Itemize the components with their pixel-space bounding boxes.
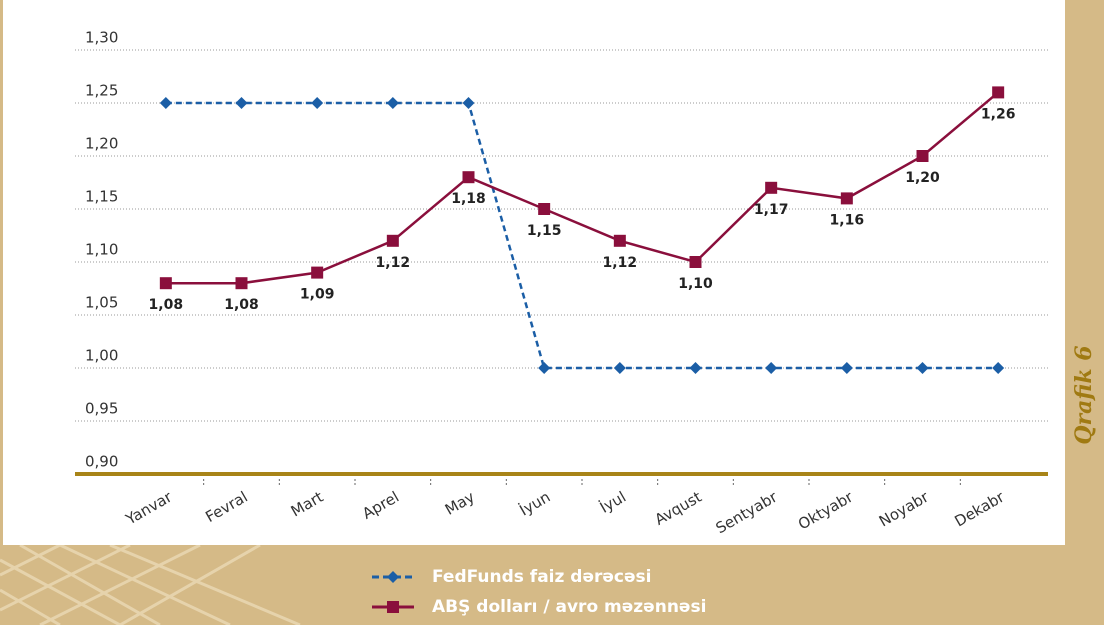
y-tick-label: 1,05 xyxy=(85,294,118,312)
plot-panel xyxy=(3,0,1065,545)
y-tick-label: 1,25 xyxy=(85,82,118,100)
y-tick-label: 0,90 xyxy=(85,453,118,471)
figure-label: Qrafik 6 xyxy=(1071,345,1097,444)
legend-label: ABŞ dolları / avro məzənnəsi xyxy=(432,597,706,617)
point xyxy=(311,267,323,279)
point xyxy=(463,171,475,183)
y-tick-label: 1,10 xyxy=(85,241,118,259)
y-tick-label: 1,20 xyxy=(85,135,118,153)
point xyxy=(690,256,702,268)
value-label: 1,08 xyxy=(149,297,184,313)
y-tick-label: 0,95 xyxy=(85,400,118,418)
value-label: 1,08 xyxy=(224,297,259,313)
y-tick-label: 1,15 xyxy=(85,188,118,206)
value-label: 1,16 xyxy=(830,212,865,228)
value-label: 1,10 xyxy=(678,276,713,292)
y-tick-label: 1,00 xyxy=(85,347,118,365)
point xyxy=(538,203,550,215)
chart: Qrafik 6 0,90 0,95 1,00 1,05 1,10 1,15 1,20 1,2… xyxy=(0,0,1104,625)
point xyxy=(614,235,626,247)
value-label: 1,26 xyxy=(981,106,1016,122)
value-label: 1,09 xyxy=(300,287,335,303)
point xyxy=(917,150,929,162)
value-label: 1,12 xyxy=(603,255,638,271)
point xyxy=(765,182,777,194)
point xyxy=(992,86,1004,98)
value-label: 1,15 xyxy=(527,223,562,239)
value-label: 1,12 xyxy=(376,255,411,271)
page: Qrafik 6 0,90 0,95 1,00 1,05 1,10 1,15 1,20 1,2… xyxy=(0,0,1104,625)
y-tick-label: 1,30 xyxy=(85,29,118,47)
point xyxy=(160,277,172,289)
value-label: 1,17 xyxy=(754,202,789,218)
point xyxy=(387,235,399,247)
point xyxy=(841,192,853,204)
legend-label: FedFunds faiz dərəcəsi xyxy=(432,567,651,587)
point xyxy=(236,277,248,289)
value-label: 1,18 xyxy=(451,191,486,207)
value-label: 1,20 xyxy=(905,170,940,186)
legend-marker xyxy=(387,601,399,613)
